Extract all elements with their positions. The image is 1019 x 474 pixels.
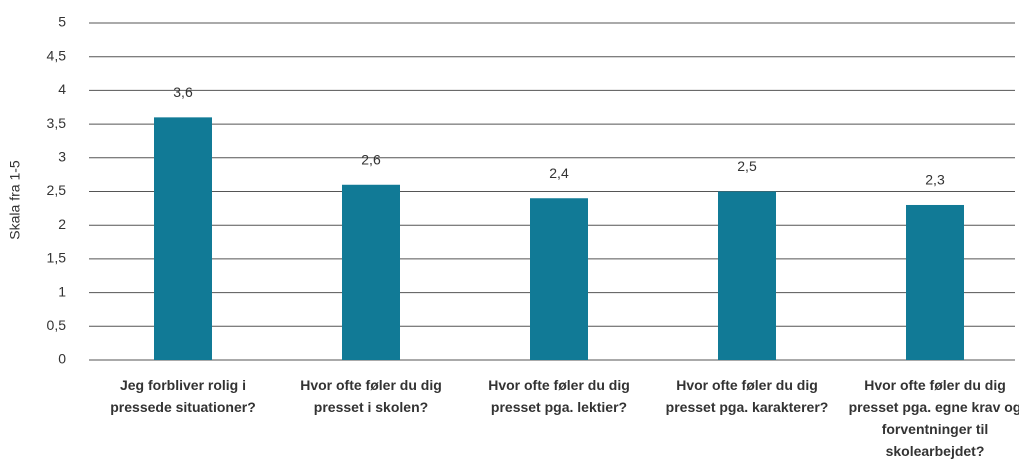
bar xyxy=(718,191,776,360)
value-label: 2,3 xyxy=(925,172,945,188)
y-tick-label: 0 xyxy=(58,351,66,367)
y-tick-label: 2 xyxy=(58,216,66,232)
y-axis-title: Skala fra 1-5 xyxy=(7,160,23,240)
bar xyxy=(906,204,964,360)
value-label: 3,6 xyxy=(173,84,193,100)
x-tick-label: Hvor ofte føler du dig presset pga. lekt… xyxy=(488,377,630,415)
y-tick-label: 1 xyxy=(58,283,66,299)
x-tick-label: Hvor ofte føler du dig presset i skolen? xyxy=(300,377,442,415)
bar xyxy=(342,184,400,360)
bar xyxy=(154,117,212,360)
value-label: 2,6 xyxy=(361,151,381,167)
bar xyxy=(530,198,588,360)
value-label: 2,4 xyxy=(549,165,569,181)
y-tick-label: 3 xyxy=(58,149,66,165)
x-tick-label: Hvor ofte føler du dig presset pga. kara… xyxy=(665,377,829,415)
value-label: 2,5 xyxy=(737,158,757,174)
y-tick-label: 5 xyxy=(58,14,66,30)
x-tick-label: Jeg forbliver rolig i pressede situation… xyxy=(110,377,256,415)
y-tick-label: 0,5 xyxy=(47,317,67,333)
y-tick-label: 2,5 xyxy=(47,182,67,198)
y-tick-label: 1,5 xyxy=(47,250,67,266)
y-tick-label: 4 xyxy=(58,81,66,97)
y-tick-label: 4,5 xyxy=(47,47,67,63)
y-tick-label: 3,5 xyxy=(47,115,67,131)
x-tick-label: Hvor ofte føler du dig presset pga. egne… xyxy=(848,377,1019,459)
